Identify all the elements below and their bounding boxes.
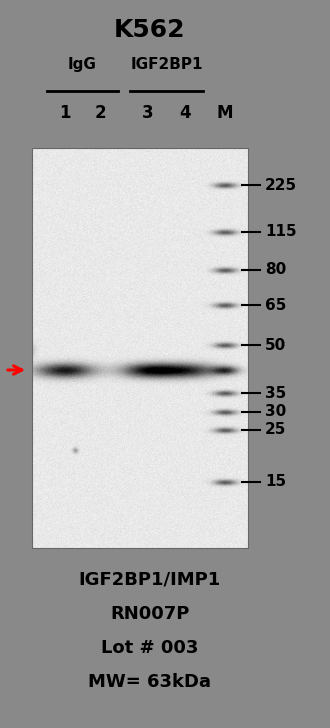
Text: 65: 65 <box>265 298 286 312</box>
Text: IGF2BP1: IGF2BP1 <box>130 57 203 72</box>
Text: 225: 225 <box>265 178 297 192</box>
Text: MW= 63kDa: MW= 63kDa <box>88 673 212 691</box>
Text: 35: 35 <box>265 386 286 400</box>
Text: Lot # 003: Lot # 003 <box>101 639 199 657</box>
Text: 1: 1 <box>59 104 71 122</box>
Text: IGF2BP1/IMP1: IGF2BP1/IMP1 <box>79 571 221 589</box>
Text: 2: 2 <box>94 104 106 122</box>
Text: RN007P: RN007P <box>110 605 190 623</box>
Text: 80: 80 <box>265 263 286 277</box>
Text: 15: 15 <box>265 475 286 489</box>
Text: 25: 25 <box>265 422 286 438</box>
Text: K562: K562 <box>114 18 186 42</box>
Text: IgG: IgG <box>68 57 97 72</box>
Text: M: M <box>217 104 233 122</box>
Text: 4: 4 <box>179 104 191 122</box>
Text: 30: 30 <box>265 405 286 419</box>
Text: 3: 3 <box>142 104 154 122</box>
Text: 115: 115 <box>265 224 297 240</box>
Bar <box>32 148 248 548</box>
Text: 50: 50 <box>265 338 286 352</box>
